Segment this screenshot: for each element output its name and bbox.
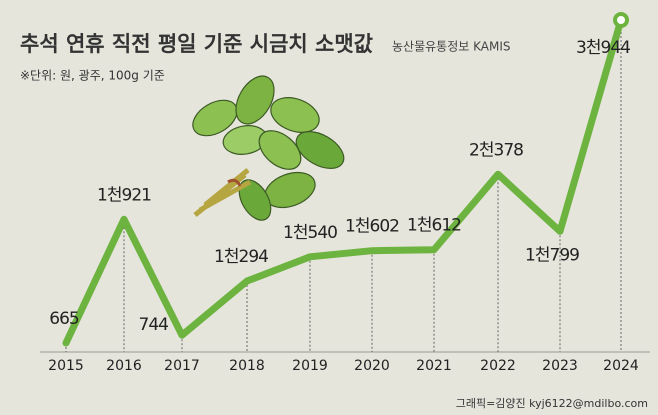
value-label: 1천602 [345,217,399,237]
end-marker [613,12,629,28]
x-tick-label: 2023 [542,358,578,374]
x-tick-label: 2017 [164,358,200,374]
value-label: 1천921 [97,185,151,205]
x-tick-label: 2022 [480,358,516,374]
spinach-illustration [192,75,345,221]
x-tick-label: 2021 [416,358,452,374]
x-tick-label: 2019 [292,358,328,374]
value-label: 1천540 [283,223,337,243]
x-tick-label: 2018 [229,358,265,374]
x-tick-label: 2024 [603,358,639,374]
value-label: 1천294 [214,247,268,267]
chart-title: 추석 연휴 직전 평일 기준 시금치 소맷값 [20,32,373,56]
value-label: 744 [139,315,169,335]
unit-note: ※단위: 원, 광주, 100g 기준 [20,69,165,83]
line [62,16,625,347]
source: 농산물유통정보 KAMIS [392,40,510,54]
value-label: 665 [49,309,79,329]
credit: 그래픽=김양진 kyj6122@mdilbo.com [456,397,648,410]
value-label: 1천612 [407,216,461,236]
x-tick-label: 2016 [106,358,142,374]
value-label: 1천799 [525,245,579,265]
x-tick-label: 2020 [354,358,390,374]
x-tick-label: 2015 [48,358,84,374]
value-label: 3천944 [576,38,630,58]
value-label: 2천378 [469,140,523,160]
